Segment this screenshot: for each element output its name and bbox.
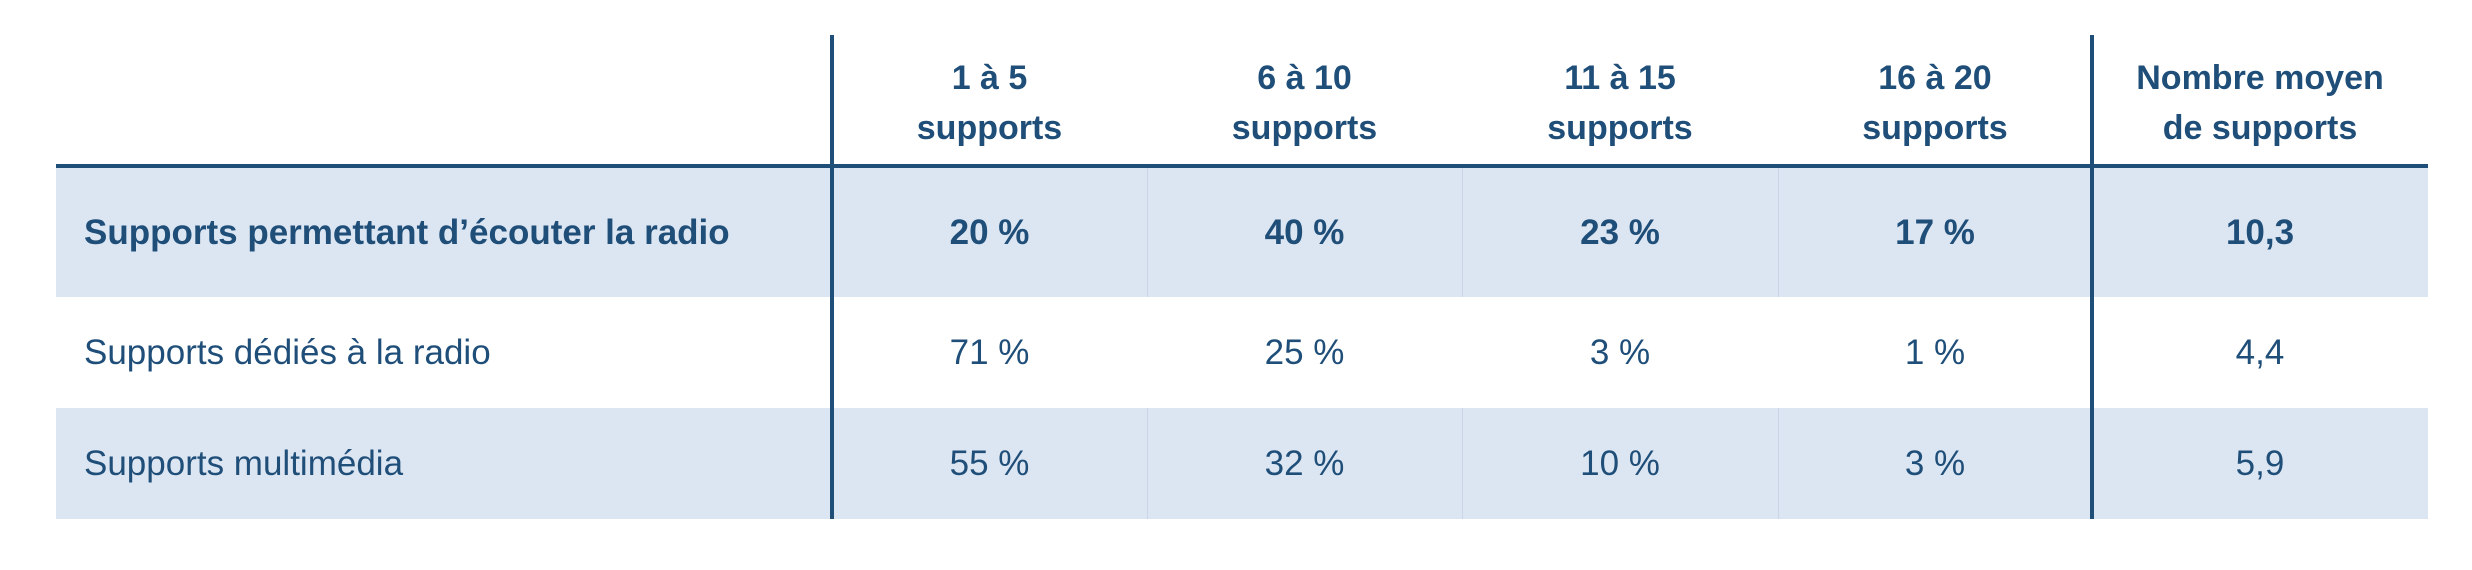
table-cell: 1 % bbox=[1904, 332, 1966, 372]
column-divider-left bbox=[830, 35, 834, 519]
header-line: supports bbox=[1862, 108, 2008, 147]
header-row: 1 à 5 supports 6 à 10 supports 11 à 15 s… bbox=[56, 35, 2428, 164]
header-cell-6-10: 6 à 10 supports bbox=[1147, 35, 1462, 164]
row-label: Supports permettant d’écouter la radio bbox=[84, 212, 730, 252]
table-cell: 3 % bbox=[1589, 332, 1651, 372]
row-label: Supports dédiés à la radio bbox=[84, 332, 491, 372]
cell-separator bbox=[1462, 408, 1463, 519]
header-cell-1-5: 1 à 5 supports bbox=[832, 35, 1147, 164]
header-cell-empty bbox=[56, 35, 832, 164]
header-line: Nombre moyen bbox=[2136, 58, 2384, 97]
table-cell: 71 % bbox=[949, 332, 1030, 372]
table-row: Supports dédiés à la radio 71 % 25 % 3 %… bbox=[56, 297, 2428, 408]
cell-separator bbox=[1147, 408, 1148, 519]
table-cell: 32 % bbox=[1264, 443, 1345, 483]
table-cell: 23 % bbox=[1580, 212, 1660, 252]
table-cell: 10 % bbox=[1580, 443, 1660, 483]
table-cell: 40 % bbox=[1264, 212, 1345, 252]
cell-separator bbox=[1778, 168, 1779, 297]
header-line: 11 à 15 bbox=[1564, 58, 1676, 97]
data-table: 1 à 5 supports 6 à 10 supports 11 à 15 s… bbox=[56, 35, 2428, 519]
table-cell: 5,9 bbox=[2235, 443, 2285, 483]
header-line: 6 à 10 bbox=[1257, 58, 1352, 97]
table-row: Supports multimédia 55 % 32 % 10 % 3 % 5… bbox=[56, 408, 2428, 519]
header-cell-11-15: 11 à 15 supports bbox=[1462, 35, 1778, 164]
table-row: Supports permettant d’écouter la radio 2… bbox=[56, 168, 2428, 297]
column-divider-right bbox=[2090, 35, 2094, 519]
table-cell: 3 % bbox=[1904, 443, 1966, 483]
header-line: supports bbox=[916, 108, 1063, 147]
cell-separator bbox=[1462, 168, 1463, 297]
header-rule bbox=[56, 164, 2428, 168]
header-line: supports bbox=[1231, 108, 1378, 147]
header-cell-16-20: 16 à 20 supports bbox=[1778, 35, 2092, 164]
header-line: supports bbox=[1547, 108, 1693, 147]
header-line: 16 à 20 bbox=[1878, 58, 1992, 97]
header-line: 1 à 5 bbox=[951, 58, 1028, 97]
table-cell: 10,3 bbox=[2225, 212, 2295, 252]
table-cell: 55 % bbox=[949, 443, 1030, 483]
table-cell: 17 % bbox=[1895, 212, 1975, 252]
table-cell: 4,4 bbox=[2235, 332, 2285, 372]
row-label: Supports multimédia bbox=[84, 443, 404, 483]
table-cell: 20 % bbox=[949, 212, 1030, 252]
header-line: de supports bbox=[2162, 108, 2358, 147]
cell-separator bbox=[1778, 408, 1779, 519]
table-cell: 25 % bbox=[1264, 332, 1345, 372]
cell-separator bbox=[1147, 168, 1148, 297]
header-cell-average: Nombre moyen de supports bbox=[2092, 35, 2428, 164]
